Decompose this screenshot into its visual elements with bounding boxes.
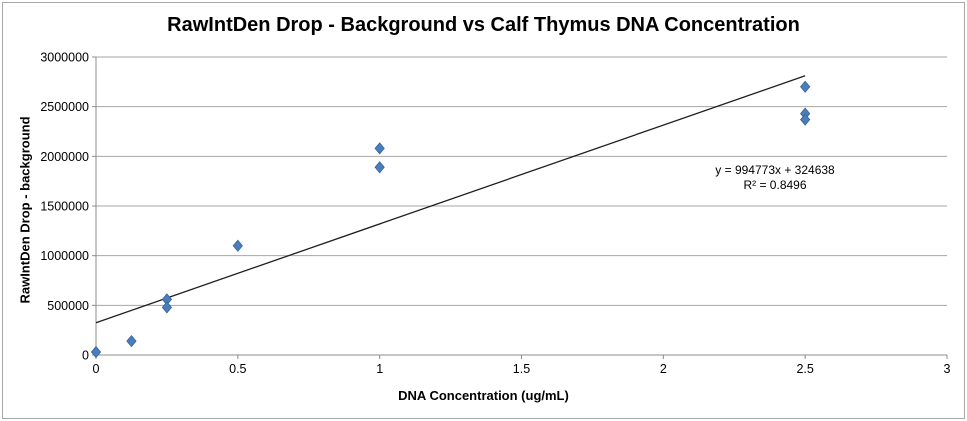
trendline[interactable] [95, 75, 806, 324]
y-axis-tick-label: 500000 [47, 299, 89, 313]
y-axis-tick-label: 1500000 [40, 200, 89, 214]
y-axis-tick-label: 1000000 [40, 249, 89, 263]
chart-title: RawIntDen Drop - Background vs Calf Thym… [167, 14, 800, 36]
data-point-marker[interactable] [161, 301, 173, 314]
x-axis-tick-label: 1 [376, 362, 383, 376]
data-point-marker[interactable] [232, 239, 243, 252]
data-point-marker[interactable] [90, 345, 102, 359]
data-point-marker[interactable] [374, 161, 385, 174]
x-axis-tick-label: 3 [944, 362, 951, 376]
y-axis-tick-label: 2500000 [40, 100, 89, 114]
trendline-equation-line: y = 994773x + 324638 [715, 163, 835, 177]
data-point-marker[interactable] [800, 80, 811, 93]
x-axis-title: DNA Concentration (ug/mL) [398, 388, 569, 403]
trendline-r-squared: R² = 0.8496 [743, 178, 807, 192]
data-point-marker[interactable] [374, 142, 385, 155]
x-axis-tick-label: 1.5 [513, 362, 530, 376]
data-point-marker[interactable] [800, 113, 811, 126]
x-axis-tick-label: 2.5 [796, 362, 813, 376]
y-axis-tick-label: 0 [82, 349, 89, 363]
y-axis-tick-label: 2000000 [40, 150, 89, 164]
x-axis-tick-label: 2 [660, 362, 667, 376]
data-point-marker[interactable] [126, 334, 137, 348]
x-axis-tick-label: 0 [93, 362, 100, 376]
y-axis-tick-label: 3000000 [40, 51, 89, 65]
x-axis-tick-label: 0.5 [229, 362, 246, 376]
trendline-equation[interactable]: y = 994773x + 324638 R² = 0.8496 [675, 163, 875, 193]
